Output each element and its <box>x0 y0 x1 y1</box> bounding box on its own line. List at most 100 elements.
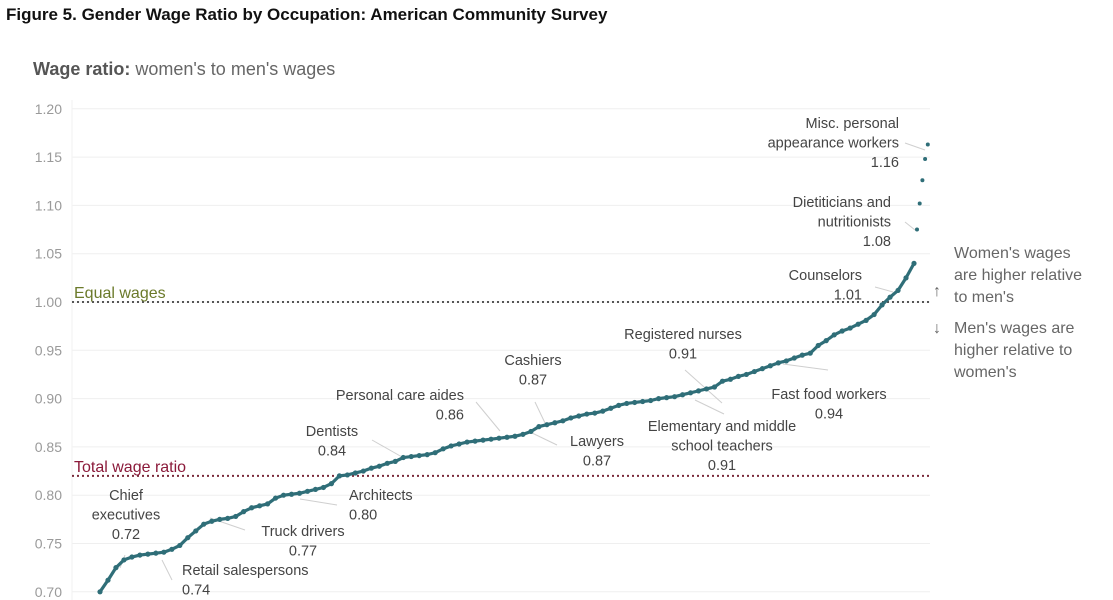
annotation-leader <box>371 439 403 458</box>
data-connector <box>586 411 595 416</box>
data-connector <box>753 367 763 374</box>
annotation-label: appearance workers <box>768 136 899 152</box>
data-connector <box>442 444 452 451</box>
data-connector <box>227 514 237 520</box>
data-connector <box>650 397 660 403</box>
data-connector <box>729 374 739 381</box>
side-note-men-higher: Men's wages are <box>954 320 1075 337</box>
annotation-label: 0.91 <box>708 458 736 474</box>
data-connector <box>242 506 253 514</box>
data-connector <box>785 356 795 363</box>
y-tick-label: 1.10 <box>35 197 62 213</box>
annotation-leader <box>529 431 558 446</box>
data-connector <box>841 326 851 333</box>
data-connector <box>634 399 643 405</box>
annotation-label: Misc. personal <box>806 116 899 132</box>
annotation-label: 0.87 <box>583 454 611 470</box>
down-arrow-icon: ↓ <box>933 320 941 337</box>
data-connector <box>642 398 651 404</box>
subtitle-bold: Wage ratio: <box>33 59 130 79</box>
reference-line-label: Total wage ratio <box>74 459 186 476</box>
data-connector <box>506 434 516 439</box>
data-connector <box>354 469 364 475</box>
data-connector <box>706 385 715 391</box>
data-connector <box>186 529 197 539</box>
data-connector <box>857 318 867 326</box>
data-connector <box>482 437 492 442</box>
data-connector <box>498 435 508 440</box>
side-note-men-higher: women's <box>953 364 1017 381</box>
annotation-label: Fast food workers <box>771 387 886 403</box>
data-connector <box>123 555 133 562</box>
data-point <box>917 201 922 206</box>
annotation-label: Truck drivers <box>261 524 344 540</box>
data-connector <box>411 454 420 459</box>
data-connector <box>817 339 828 347</box>
annotation-label: 1.01 <box>834 288 862 304</box>
data-connector <box>602 406 612 413</box>
data-connector <box>690 389 699 395</box>
annotation-label: Chief <box>109 488 144 504</box>
side-note-men-higher: higher relative to <box>954 342 1072 359</box>
data-connector <box>474 438 484 443</box>
annotation-leader <box>782 363 829 371</box>
data-connector <box>203 519 213 526</box>
data-connector <box>626 400 635 406</box>
figure-title: Figure 5. Gender Wage Ratio by Occupatio… <box>6 5 608 24</box>
data-connector <box>259 502 268 508</box>
data-connector <box>658 396 667 401</box>
data-connector <box>538 423 548 429</box>
annotation-leader <box>904 221 916 231</box>
data-connector <box>370 464 380 470</box>
y-tick-label: 1.15 <box>35 149 62 165</box>
side-note-women-higher: to men's <box>954 289 1014 306</box>
annotation-label: 0.94 <box>815 407 843 423</box>
annotation-label: school teachers <box>671 439 773 455</box>
data-connector <box>738 372 747 378</box>
annotation-label: 0.72 <box>112 527 140 543</box>
data-connector <box>889 289 900 299</box>
data-connector <box>618 401 628 407</box>
annotation-leader <box>904 142 926 151</box>
data-connector <box>865 313 876 322</box>
data-connector <box>266 496 277 506</box>
data-connector <box>362 466 372 473</box>
data-connector <box>347 471 356 477</box>
data-connector <box>490 436 500 441</box>
data-connector <box>106 566 118 582</box>
annotation-label: 1.08 <box>863 234 891 250</box>
data-connector <box>722 377 731 383</box>
data-connector <box>578 412 588 418</box>
data-connector <box>809 344 820 355</box>
data-connector <box>666 395 675 400</box>
annotation-leader <box>534 401 546 424</box>
data-connector <box>299 489 308 495</box>
annotation-leader <box>299 498 338 506</box>
annotation-label: Lawyers <box>570 434 624 450</box>
annotation-leader <box>161 559 173 581</box>
data-connector <box>904 262 916 279</box>
data-connector <box>139 552 149 557</box>
data-connector <box>178 536 189 547</box>
data-connector <box>194 522 205 533</box>
subtitle-rest: women's to men's wages <box>130 59 335 79</box>
data-connector <box>403 454 412 460</box>
data-connector <box>562 416 572 423</box>
data-connector <box>833 329 843 337</box>
annotation-label: 0.74 <box>182 583 210 599</box>
data-connector <box>872 303 884 316</box>
data-connector <box>131 553 141 559</box>
data-connector <box>291 491 300 496</box>
data-connector <box>251 504 260 510</box>
data-connector <box>330 474 341 485</box>
data-connector <box>769 361 779 368</box>
data-connector <box>570 414 580 420</box>
data-connector <box>394 456 404 463</box>
y-tick-label: 1.00 <box>35 294 62 310</box>
data-connector <box>434 447 444 455</box>
data-connector <box>801 351 811 357</box>
annotation-label: 0.91 <box>669 347 697 363</box>
annotation-label: Dietiticians and <box>793 195 891 211</box>
data-connector <box>283 492 292 497</box>
